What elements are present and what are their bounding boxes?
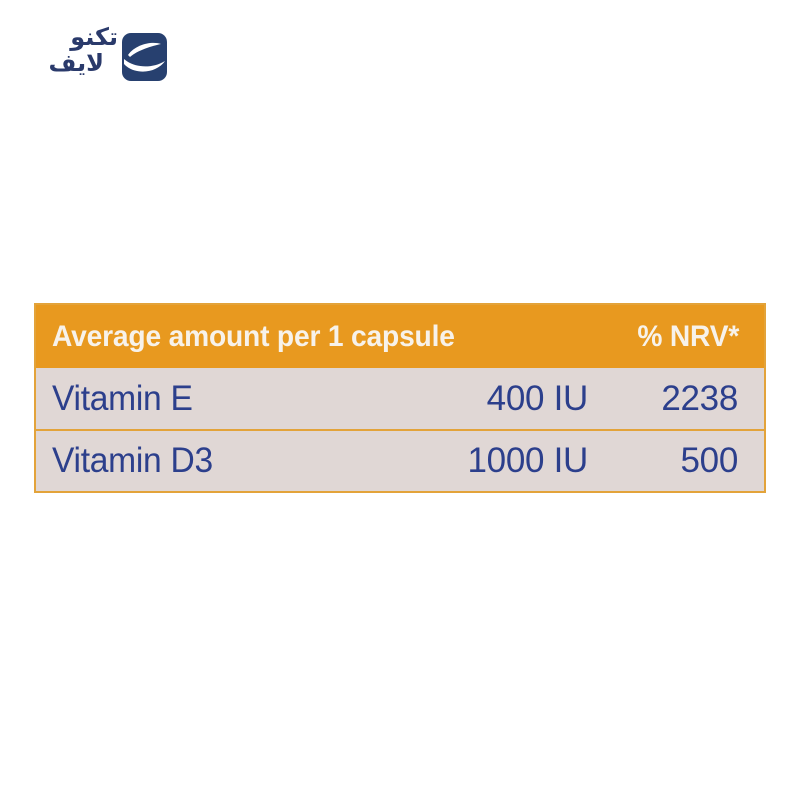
nutrient-amount: 1000 IU — [467, 440, 589, 480]
nutrient-amount: 400 IU — [486, 378, 589, 418]
table-header-amount-label: Average amount per 1 capsule — [52, 319, 455, 353]
brand-logo: تکنو لایف — [20, 25, 220, 95]
nutrient-name: Vitamin D3 — [52, 440, 213, 480]
swoosh-square-icon — [122, 33, 167, 81]
nutrient-nrv: 2238 — [661, 378, 738, 418]
nutrient-nrv: 500 — [680, 440, 739, 480]
table-row: Vitamin E 400 IU 2238 — [36, 368, 764, 429]
table-row: Vitamin D3 1000 IU 500 — [36, 429, 764, 490]
nutrient-name: Vitamin E — [52, 378, 193, 418]
brand-wordmark: تکنو لایف — [20, 25, 120, 91]
brand-wordmark-line-2: لایف — [48, 49, 105, 77]
nutrition-table: Average amount per 1 capsule % NRV* Vita… — [34, 303, 766, 493]
table-header-nrv-label: % NRV* — [637, 319, 739, 353]
brand-wordmark-line-1: تکنو — [70, 23, 118, 51]
table-header-row: Average amount per 1 capsule % NRV* — [36, 305, 764, 368]
